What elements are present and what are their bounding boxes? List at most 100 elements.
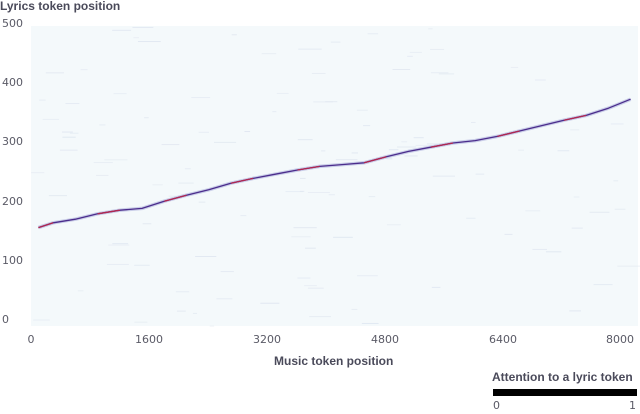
attention-noise-mark: [333, 236, 353, 238]
attention-noise-mark: [99, 124, 106, 126]
attention-noise-mark: [134, 264, 150, 266]
colorbar: [493, 389, 637, 396]
attention-noise-mark: [328, 194, 335, 196]
attention-noise-mark: [142, 223, 152, 225]
attention-noise-mark: [231, 34, 237, 36]
attention-noise-mark: [311, 72, 326, 74]
x-tick-label: 0: [27, 333, 35, 346]
y-axis-label: Lyrics token position: [0, 0, 121, 13]
attention-noise-mark: [298, 48, 322, 50]
attention-noise-mark: [260, 302, 280, 304]
attention-noise-mark: [132, 26, 154, 28]
alignment-hot-segment: [97, 209, 120, 215]
alignment-hot-segment: [363, 156, 387, 164]
attention-noise-mark: [430, 72, 449, 74]
attention-noise-mark: [404, 155, 418, 157]
attention-noise-mark: [335, 159, 358, 161]
attention-noise-mark: [291, 236, 311, 238]
attention-noise-mark: [367, 33, 379, 35]
alignment-hot-segment: [563, 114, 587, 121]
attention-noise-mark: [431, 286, 441, 288]
attention-noise-mark: [48, 195, 67, 197]
attention-noise-mark: [613, 180, 619, 182]
attention-noise-mark: [305, 247, 316, 249]
y-tick-label: 500: [2, 17, 23, 30]
attention-noise-mark: [532, 248, 547, 250]
attention-noise-mark: [357, 275, 378, 277]
attention-noise-mark: [209, 325, 215, 327]
x-axis-label: Music token position: [274, 354, 394, 368]
attention-noise-mark: [430, 48, 445, 50]
alignment-hot-segment: [38, 222, 54, 229]
attention-noise-mark: [299, 190, 305, 192]
attention-noise-mark: [61, 131, 73, 133]
attention-noise-mark: [45, 72, 64, 74]
attention-noise-mark: [113, 93, 127, 95]
alignment-hot-segment: [430, 142, 454, 148]
attention-noise-mark: [392, 69, 411, 71]
attention-noise-mark: [137, 41, 161, 43]
attention-noise-mark: [510, 66, 519, 68]
attention-noise-mark: [31, 172, 45, 174]
attention-noise-mark: [557, 150, 570, 152]
attention-noise-mark: [261, 53, 277, 55]
attention-noise-mark: [426, 143, 446, 145]
y-tick-label: 0: [2, 313, 9, 326]
alignment-hot-segment: [297, 165, 320, 171]
attention-noise-mark: [386, 158, 393, 160]
alignment-hot-segment: [230, 177, 254, 184]
attention-noise-mark: [96, 174, 109, 176]
colorbar-max-label: 1: [629, 399, 636, 412]
attention-noise-mark: [161, 144, 180, 146]
attention-noise: [31, 26, 640, 327]
y-tick-label: 200: [2, 195, 23, 208]
attention-noise-mark: [610, 123, 624, 125]
attention-noise-mark: [195, 255, 217, 257]
attention-noise-mark: [80, 69, 88, 71]
alignment-line: [38, 98, 631, 229]
attention-noise-mark: [573, 196, 580, 198]
attention-noise-mark: [571, 227, 583, 229]
attention-noise-mark: [534, 79, 546, 81]
y-tick-label: 400: [2, 76, 23, 89]
attention-noise-mark: [545, 251, 562, 253]
x-tick-label: 6400: [489, 333, 517, 346]
attention-noise-mark: [93, 162, 113, 164]
attention-noise-mark: [104, 159, 128, 161]
attention-noise-mark: [214, 141, 237, 143]
attention-noise-mark: [42, 118, 59, 120]
attention-noise-mark: [192, 312, 198, 314]
attention-noise-mark: [152, 184, 163, 186]
attention-noise-mark: [438, 73, 455, 75]
attention-noise-mark: [106, 263, 129, 265]
y-tick-label: 300: [2, 135, 23, 148]
attention-noise-mark: [321, 150, 326, 152]
attention-noise-mark: [293, 227, 317, 229]
alignment-hot-segment: [164, 194, 187, 202]
attention-noise-mark: [593, 284, 613, 286]
attention-noise-mark: [361, 322, 379, 324]
attention-noise-mark: [589, 211, 610, 213]
attention-noise-mark: [178, 182, 194, 184]
attention-noise-mark: [569, 310, 581, 312]
attention-noise-mark: [198, 201, 206, 203]
attention-noise-mark: [62, 136, 76, 138]
attention-noise-mark: [77, 290, 84, 292]
attention-noise-mark: [401, 141, 408, 143]
attention-noise-mark: [307, 287, 324, 289]
attention-noise-mark: [386, 224, 401, 226]
attention-noise-mark: [397, 146, 417, 148]
attention-noise-mark: [388, 149, 399, 151]
attention-alignment: [37, 97, 632, 230]
attention-noise-mark: [112, 29, 132, 31]
attention-noise-mark: [617, 265, 640, 267]
attention-noise-mark: [297, 277, 311, 279]
attention-noise-mark: [475, 173, 485, 175]
attention-noise-mark: [175, 291, 190, 293]
attention-noise-mark: [276, 92, 289, 94]
attention-noise-mark: [133, 37, 140, 39]
attention-noise-mark: [272, 111, 277, 113]
attention-noise-mark: [351, 152, 358, 154]
attention-noise-mark: [409, 51, 422, 53]
